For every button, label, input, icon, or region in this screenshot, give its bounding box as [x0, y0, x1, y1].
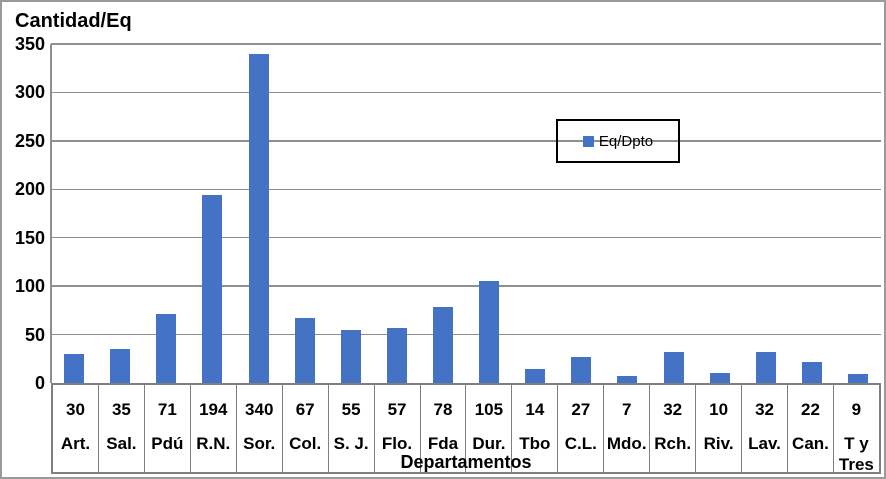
legend-label: Eq/Dpto: [598, 132, 654, 150]
category-value-label: 27: [571, 400, 591, 419]
bar-Rch.: [663, 352, 684, 383]
category-label: Tbo: [519, 434, 551, 453]
category-label: C.L.: [564, 434, 597, 453]
bar-Riv.: [709, 373, 730, 383]
category-cell-T y Tres: 9 T y Tres: [832, 385, 879, 472]
category-label: Sal.: [106, 434, 137, 453]
bar-Mdo.: [617, 376, 638, 383]
category-label: Riv.: [703, 434, 734, 453]
category-cell-Sal.: 35 Sal.: [97, 385, 144, 472]
category-cell-Lav.: 32 Lav.: [741, 385, 787, 472]
y-axis-tick-label-0: 0: [34, 373, 45, 393]
category-label: Lav.: [748, 434, 781, 453]
bar-Pdú: [156, 314, 177, 383]
category-cell-S. J.: 55 S. J.: [327, 385, 374, 472]
category-value-label: 78: [433, 400, 453, 419]
bar-Sal.: [110, 349, 131, 383]
category-cell-Col.: 67 Col.: [281, 385, 328, 472]
category-cell-Dur.: 105 Dur.: [465, 385, 511, 472]
category-cell-Can.: 22 Can.: [787, 385, 833, 472]
gridline-250: [51, 140, 881, 142]
category-label: T y Tres: [838, 434, 874, 472]
category-label: Rch.: [654, 434, 692, 453]
category-value-label: 194: [199, 400, 228, 419]
bar-Art.: [64, 353, 85, 383]
category-cell-Flo.: 57 Flo.: [373, 385, 420, 472]
bar-Tbo: [525, 369, 546, 383]
gridline-100: [51, 285, 881, 287]
bar-R.N.: [202, 195, 223, 383]
category-cell-Rch.: 32 Rch.: [649, 385, 695, 472]
category-table: 30 Art. 35 Sal. 71 Pdú 194 R.N. 340 Sor. 67 Col. 55 S…: [51, 383, 881, 474]
category-label: Pdú: [151, 434, 184, 453]
category-cell-Tbo: 14 Tbo: [511, 385, 557, 472]
category-value-label: 22: [801, 400, 820, 419]
y-axis-tick-label-350: 350: [14, 34, 45, 54]
bar-C.L.: [571, 356, 592, 383]
category-value-label: 30: [66, 400, 85, 419]
category-label: Fda: [427, 434, 459, 453]
category-label: Col.: [289, 434, 322, 453]
category-value-label: 35: [111, 400, 131, 419]
category-label: R.N.: [196, 434, 231, 453]
bar-Sor.: [248, 53, 269, 383]
category-cell-Sor.: 340 Sor.: [235, 385, 282, 472]
gridline-50: [51, 333, 881, 336]
gridline-150: [51, 236, 881, 239]
category-label: S. J.: [333, 434, 369, 453]
y-axis-tick-label-50: 50: [24, 324, 45, 345]
category-value-label: 32: [755, 400, 774, 419]
category-value-label: 9: [851, 400, 862, 419]
legend-marker-icon: [582, 135, 594, 147]
category-cell-C.L.: 27 C.L.: [557, 385, 603, 472]
y-axis-tick-label-250: 250: [14, 130, 45, 151]
category-value-label: 10: [709, 400, 729, 419]
bar-Dur.: [479, 281, 500, 383]
category-value-label: 340: [245, 400, 274, 419]
category-value-label: 105: [474, 400, 504, 419]
y-axis-line: [50, 44, 52, 383]
category-value-label: 32: [663, 400, 683, 419]
gridline-350: [51, 43, 881, 45]
category-cell-Pdú: 71 Pdú: [143, 385, 190, 472]
bar-T y Tres: [847, 374, 868, 383]
category-value-label: 57: [387, 400, 407, 419]
category-cell-Riv.: 10 Riv.: [695, 385, 741, 472]
category-value-label: 55: [341, 400, 361, 419]
category-value-label: 67: [295, 400, 315, 419]
category-label: Mdo.: [606, 434, 647, 453]
legend: Eq/Dpto: [556, 119, 680, 163]
category-value-label: 71: [157, 400, 177, 419]
category-cell-Fda: 78 Fda: [419, 385, 466, 472]
y-axis-tick-label-300: 300: [14, 82, 45, 103]
chart-title: Cantidad/Eq: [15, 10, 132, 32]
category-value-label: 7: [621, 400, 632, 419]
y-axis-tick-label-150: 150: [14, 227, 45, 248]
gridline-200: [51, 188, 881, 191]
category-label: Can.: [792, 434, 829, 453]
y-axis-tick-label-100: 100: [14, 276, 45, 297]
bar-Flo.: [386, 327, 407, 383]
gridline-300: [51, 91, 881, 94]
category-label: Art.: [60, 434, 91, 453]
category-cell-R.N.: 194 R.N.: [189, 385, 236, 472]
bar-Fda: [432, 307, 453, 383]
bar-Col.: [294, 318, 315, 383]
category-label: Flo.: [381, 434, 413, 453]
category-value-label: 14: [525, 400, 545, 419]
plot-area: Eq/Dpto: [50, 43, 881, 383]
bar-S. J.: [340, 329, 361, 383]
y-axis-tick-label-200: 200: [14, 179, 45, 200]
category-label: Sor.: [243, 434, 276, 453]
category-cell-Mdo.: 7 Mdo.: [603, 385, 649, 472]
category-cell-Art.: 30 Art.: [53, 385, 98, 472]
bar-Can.: [801, 361, 822, 383]
category-label: Dur.: [472, 434, 506, 453]
bar-Lav.: [755, 352, 776, 383]
